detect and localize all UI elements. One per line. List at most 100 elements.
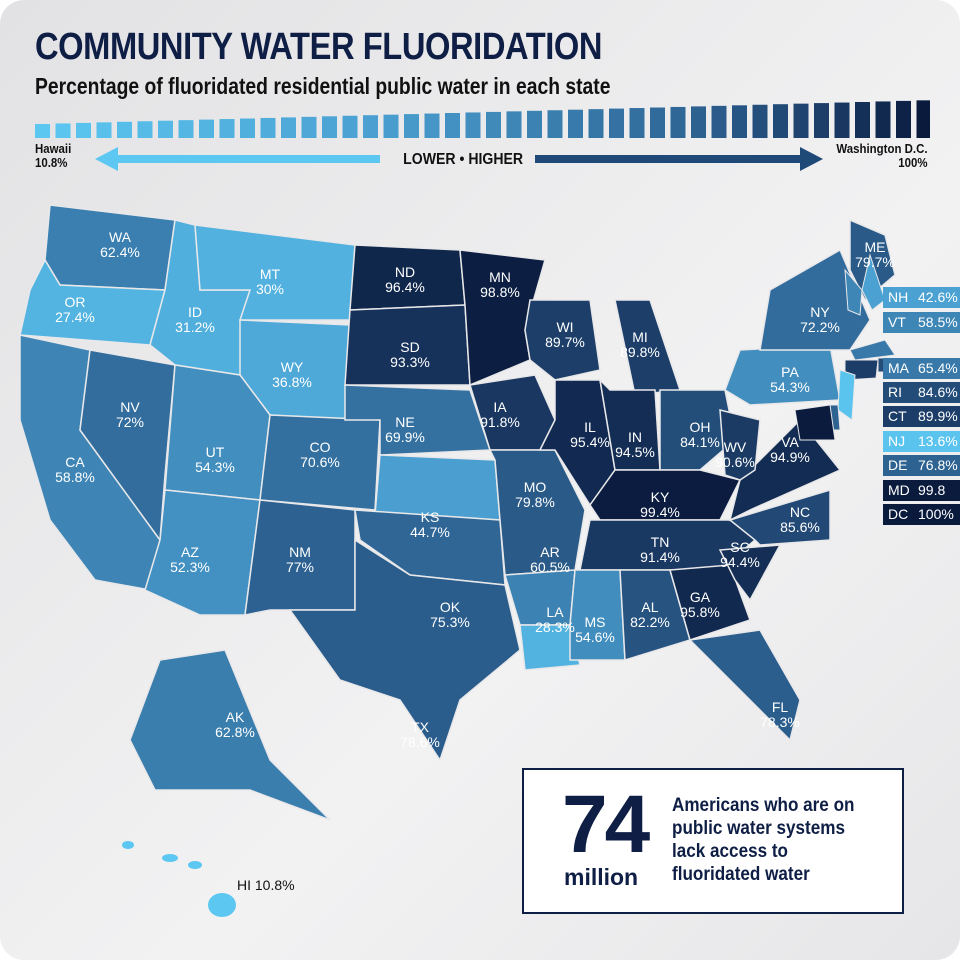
state-abbr: NV [120,399,140,415]
state-label-co: CO 70.6% [300,440,340,470]
state-label-fl: FL 78.3% [760,700,800,730]
arrow-right-icon [535,147,823,171]
state-label-mo: MO 79.8% [515,480,555,510]
scale-step [281,117,296,138]
state-label-or: OR 27.4% [55,295,95,325]
state-label-ut: UT 54.3% [195,445,235,475]
state-label-mi: MI 89.8% [620,330,660,360]
state-abbr: MN [489,269,511,285]
state-abbr: MA [888,360,909,376]
state-value: 78.6% [400,734,440,750]
state-value: 93.3% [390,354,430,370]
state-label-ms: MS 54.6% [575,615,615,645]
state-label-ok: OK 75.3% [430,600,470,630]
state-value: 77% [285,559,315,575]
scale-step [137,121,153,138]
scale-low-name: Hawaii [35,141,72,156]
state-value: 95.8% [680,604,720,620]
stat-text: Americans who are on public water system… [672,795,855,885]
state-nh [861,253,886,311]
page-title: COMMUNITY WATER FLUORIDATION [35,26,603,68]
state-abbr: NE [395,414,415,430]
state-value: 58.5% [918,314,958,330]
state-label-ny: NY 72.2% [800,305,840,335]
scale-step [752,104,768,138]
state-abbr: WY [280,359,304,375]
scale-step [199,119,214,138]
state-abbr: GA [689,589,711,605]
state-abbr: CA [65,454,85,470]
state-sc [718,544,782,602]
state-vt [844,268,863,316]
state-label-al: AL 82.2% [630,600,670,630]
state-label-tx: TX 78.6% [400,720,440,750]
state-value: 62.8% [215,724,255,740]
scale-step [896,100,911,138]
scale-high-label: Washington D.C. 100% [837,142,928,170]
state-value: 94.9% [770,449,810,465]
state-value: 89.7% [545,334,585,350]
arrow-left-icon [95,147,380,171]
stat-box: 74 million Americans who are on public w… [522,768,904,914]
side-state-md: MD 99.8 [883,480,960,501]
state-label-pa: PA 54.3% [770,365,810,395]
side-state-vt: VT 58.5% [883,312,960,333]
state-abbr: MI [632,329,648,345]
scale-step [465,112,481,138]
scale-step [55,123,71,138]
state-value: 27.4% [55,309,95,325]
state-label-az: AZ 52.3% [170,545,210,575]
state-label-wy: WY 36.8% [272,360,312,390]
state-value: 44.7% [410,524,450,540]
scale-step [240,118,255,138]
scale-step [76,122,91,138]
state-label-ar: AR 60.5% [530,545,570,575]
state-abbr: KS [420,509,440,525]
side-state-nj: NJ 13.6% [883,431,960,452]
state-abbr: WV [723,439,747,455]
state-ak [129,649,331,821]
scale-step [711,105,727,138]
state-value: 62.4% [100,244,140,260]
state-abbr: FL [771,699,789,715]
state-abbr: VT [888,314,906,330]
state-abbr: TN [650,534,670,550]
state-value: 28.3% [535,619,575,635]
color-scale-bar [35,100,930,138]
state-abbr: NM [289,544,311,560]
state-value: 60.5% [530,559,570,575]
scale-step [158,120,173,138]
state-value: 30% [255,281,285,297]
state-abbr: CT [888,408,907,424]
state-label-wv: WV 90.6% [715,440,755,470]
scale-step [588,109,604,138]
state-abbr: VA [781,434,799,450]
hawaii-island [122,841,134,849]
state-label-sc: SC 94.4% [720,540,760,570]
hawaii-island [162,854,178,862]
state-value: 31.2% [175,319,215,335]
state-label-mt: MT 30% [256,267,284,297]
state-label-id: ID 31.2% [175,305,215,335]
state-label-in: IN 94.5% [615,430,655,460]
state-abbr: IA [493,399,507,415]
state-value: 95.4% [570,434,610,450]
scale-step [834,102,850,138]
state-value: 91.4% [640,549,680,565]
state-va [728,418,842,522]
scale-high-name: Washington D.C. [836,141,928,156]
side-state-dc: DC 100% [883,504,960,525]
state-ny [759,248,871,351]
state-value: 79.7% [855,254,895,270]
state-oh [659,389,736,471]
state-value: 79.8% [515,494,555,510]
state-label-va: VA 94.9% [770,435,810,465]
state-abbr: WA [108,229,132,245]
state-label-wa: WA 62.4% [100,230,140,260]
state-abbr: DC [888,506,909,522]
scale-step [383,114,399,138]
scale-step [568,109,583,138]
state-value: 82.2% [630,614,670,630]
scale-direction-label: LOWER • HIGHER [403,151,524,168]
